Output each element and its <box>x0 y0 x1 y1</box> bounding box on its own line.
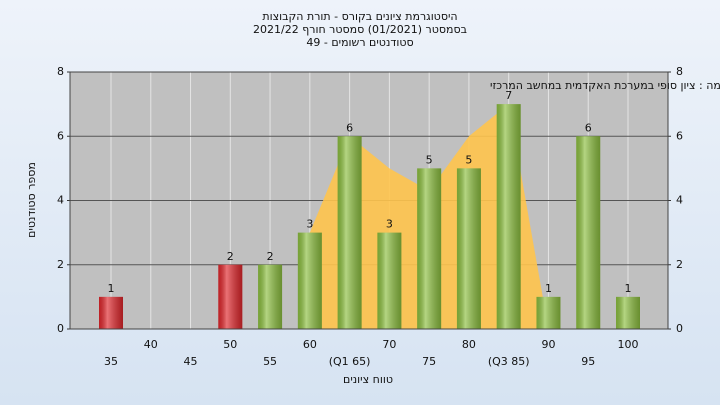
value-label: 1 <box>108 282 115 295</box>
x-tick-label: 40 <box>144 338 158 351</box>
value-label: 5 <box>426 153 433 166</box>
y-tick-label: 8 <box>676 65 683 78</box>
bar-shine <box>616 296 640 329</box>
x-tick-label: 95 <box>581 355 595 368</box>
x-axis-label: טווח ציונים <box>343 373 393 386</box>
y-tick-label: 4 <box>676 194 683 207</box>
bar-shine <box>218 264 243 329</box>
x-tick-label: 100 <box>618 338 639 351</box>
value-label: 6 <box>346 121 353 134</box>
value-label: 7 <box>505 89 512 102</box>
chart-title: היסטוגרמת ציונים בקורס - תורת הקבוצות <box>262 10 457 23</box>
y-tick-label: 2 <box>676 258 683 271</box>
value-label: 3 <box>306 218 313 231</box>
y-tick-label: 4 <box>57 194 64 207</box>
x-tick-label: 45 <box>184 355 198 368</box>
x-tick-label: 70 <box>382 338 396 351</box>
bar-shine <box>99 296 123 329</box>
plot-border <box>69 71 669 330</box>
chart-subtitle: בסמסטר (01/2021) סמסטר חורף 2021/22 <box>253 23 467 36</box>
x-tick-label: (Q1 65) <box>329 355 371 368</box>
bar-shine <box>496 104 521 329</box>
value-label: 1 <box>625 282 632 295</box>
x-tick-label: 80 <box>462 338 476 351</box>
value-label: 6 <box>585 121 592 134</box>
bar-shine <box>377 232 402 329</box>
value-label: 2 <box>267 250 274 263</box>
bar-shine <box>536 296 561 329</box>
value-label: 5 <box>465 153 472 166</box>
bar-shine <box>297 232 322 329</box>
y-axis-label: מספר סטודנטים <box>25 162 38 238</box>
x-tick-label: 60 <box>303 338 317 351</box>
x-tick-label: 35 <box>104 355 118 368</box>
bar-shine <box>417 168 442 329</box>
chart-subtitle: סטודנטים רשומים - 49 <box>306 36 413 49</box>
y-tick-label: 6 <box>676 129 683 142</box>
y-tick-label: 0 <box>57 322 64 335</box>
x-tick-label: (Q3 85) <box>488 355 530 368</box>
bar-shine <box>456 168 481 329</box>
value-label: 1 <box>545 282 552 295</box>
x-tick-label: 50 <box>223 338 237 351</box>
y-tick-label: 8 <box>57 65 64 78</box>
bar-shine <box>337 136 362 329</box>
y-tick-label: 0 <box>676 322 683 335</box>
bar-shine <box>576 136 601 329</box>
x-tick-label: 90 <box>541 338 555 351</box>
value-label: 3 <box>386 218 393 231</box>
x-tick-label: 55 <box>263 355 277 368</box>
y-tick-label: 2 <box>57 258 64 271</box>
x-tick-label: 75 <box>422 355 436 368</box>
value-label: 2 <box>227 250 234 263</box>
bar-shine <box>258 264 283 329</box>
y-tick-label: 6 <box>57 129 64 142</box>
annotation: במשימה : ציון סופי במערכת האקדמית במחשב … <box>490 79 720 92</box>
